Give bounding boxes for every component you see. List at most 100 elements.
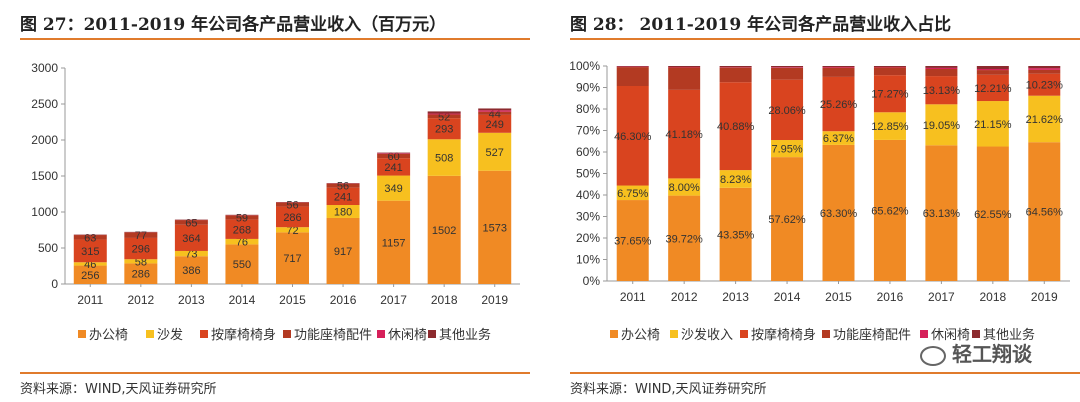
y-tick-label: 50% — [576, 167, 600, 181]
bar-segment — [427, 118, 461, 140]
y-tick-label: 90% — [576, 81, 600, 95]
bar-segment — [174, 220, 208, 225]
bar-segment — [377, 158, 411, 176]
legend-label: 沙发收入 — [681, 327, 733, 342]
data-label: 62.55% — [974, 209, 1012, 221]
data-label: 10.23% — [1026, 80, 1064, 92]
bar-segment — [668, 195, 701, 281]
bar-segment — [873, 75, 906, 113]
legend-label: 其他业务 — [983, 327, 1035, 342]
data-label: 43.35% — [717, 229, 755, 241]
data-label: 1157 — [382, 237, 406, 249]
bar-segment — [719, 187, 752, 281]
x-tick-label: 2019 — [1031, 290, 1058, 304]
bar-segment — [225, 219, 259, 239]
x-tick-label: 2015 — [279, 293, 306, 307]
bar-segment — [427, 111, 461, 114]
chart-title: 图 28： 2011-2019 年公司各产品营业收入占比 — [570, 15, 952, 35]
bar-segment — [124, 237, 158, 260]
bar-segment — [771, 140, 804, 158]
bar-segment — [326, 187, 360, 206]
data-label: 386 — [182, 265, 200, 277]
data-label: 56 — [286, 200, 298, 212]
legend-swatch — [200, 330, 208, 338]
bar-segment — [925, 66, 958, 68]
data-label: 12.85% — [871, 121, 909, 133]
data-label: 293 — [435, 124, 453, 136]
bar-segment — [719, 66, 752, 68]
bar-segment — [976, 66, 1009, 69]
bar-segment — [427, 175, 461, 284]
data-label: 64.56% — [1026, 207, 1064, 219]
data-label: 63 — [84, 232, 96, 244]
legend-label: 办公椅 — [89, 327, 128, 342]
bar-segment — [822, 131, 855, 145]
bar-segment — [873, 66, 906, 67]
data-label: 58 — [135, 256, 147, 268]
bar-segment — [976, 68, 1009, 71]
legend-swatch — [146, 330, 154, 338]
bar-segment — [925, 104, 958, 146]
bar-segment — [478, 132, 512, 171]
bar-segment — [976, 101, 1009, 147]
bar-segment — [1028, 142, 1061, 281]
data-label: 25.26% — [820, 99, 858, 111]
data-label: 72 — [286, 225, 298, 237]
right-panel: 图 28： 2011-2019 年公司各产品营业收入占比 0% 10% 20% 30%… — [550, 0, 1080, 402]
bar-segment — [174, 224, 208, 251]
data-label: 37.65% — [614, 236, 652, 248]
y-tick-label: 1000 — [31, 205, 58, 219]
data-label: 180 — [334, 206, 352, 218]
data-label: 8.00% — [669, 182, 700, 194]
data-label: 268 — [233, 224, 251, 236]
bar-segment — [377, 153, 411, 159]
bar-segment — [174, 256, 208, 284]
data-label: 508 — [435, 153, 453, 165]
data-label: 349 — [384, 183, 402, 195]
legend-label: 其他业务 — [439, 327, 491, 342]
bar-segment — [822, 67, 855, 68]
title-rule — [570, 38, 1080, 40]
bar-segment — [326, 217, 360, 284]
bar-segment — [616, 66, 649, 67]
data-label: 21.62% — [1026, 114, 1064, 126]
data-label: 249 — [486, 119, 504, 131]
data-label: 57.62% — [768, 214, 806, 226]
data-label: 12.21% — [974, 83, 1012, 95]
bar-segment — [771, 67, 804, 80]
bar-segment — [719, 82, 752, 171]
bar-segment — [616, 67, 649, 86]
legend-swatch — [920, 330, 928, 338]
bar-segment — [377, 175, 411, 201]
y-tick-label: 500 — [38, 241, 58, 255]
bar-segment — [668, 178, 701, 196]
bar-segment — [377, 153, 411, 154]
bar-segment — [873, 112, 906, 140]
bar-segment — [822, 67, 855, 77]
legend-swatch — [78, 330, 86, 338]
legend-swatch — [610, 330, 618, 338]
data-label: 6.75% — [617, 188, 648, 200]
data-label: 21.15% — [974, 119, 1012, 131]
bar-segment — [771, 66, 804, 68]
legend-label: 沙发 — [157, 327, 183, 342]
bar-segment — [124, 263, 158, 284]
data-label: 296 — [132, 244, 150, 256]
data-label: 917 — [334, 246, 352, 258]
data-label: 28.06% — [768, 105, 806, 117]
x-tick-label: 2016 — [877, 290, 904, 304]
x-tick-label: 2011 — [77, 293, 103, 307]
source-note: 资料来源：WIND,天风证券研究所 — [570, 382, 767, 397]
data-label: 73 — [185, 249, 197, 261]
data-label: 13.13% — [923, 85, 961, 97]
bar-segment — [427, 139, 461, 176]
bar-segment — [478, 110, 512, 112]
bar-segment — [326, 183, 360, 188]
x-tick-label: 2019 — [481, 293, 508, 307]
data-label: 56 — [337, 181, 349, 193]
data-label: 76 — [236, 237, 248, 249]
legend-label: 休闲椅 — [388, 327, 427, 342]
x-tick-label: 2018 — [431, 293, 458, 307]
y-tick-label: 20% — [576, 231, 600, 245]
watermark-text: 轻工翔谈 — [952, 342, 1032, 366]
